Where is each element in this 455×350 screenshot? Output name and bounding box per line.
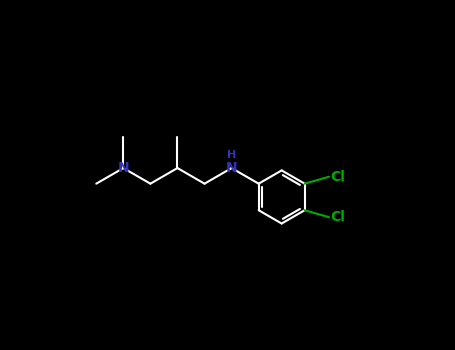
- Text: N: N: [117, 161, 129, 175]
- Text: H: H: [227, 150, 236, 160]
- Text: Cl: Cl: [331, 170, 346, 184]
- Text: Cl: Cl: [331, 210, 346, 224]
- Text: N: N: [226, 161, 238, 175]
